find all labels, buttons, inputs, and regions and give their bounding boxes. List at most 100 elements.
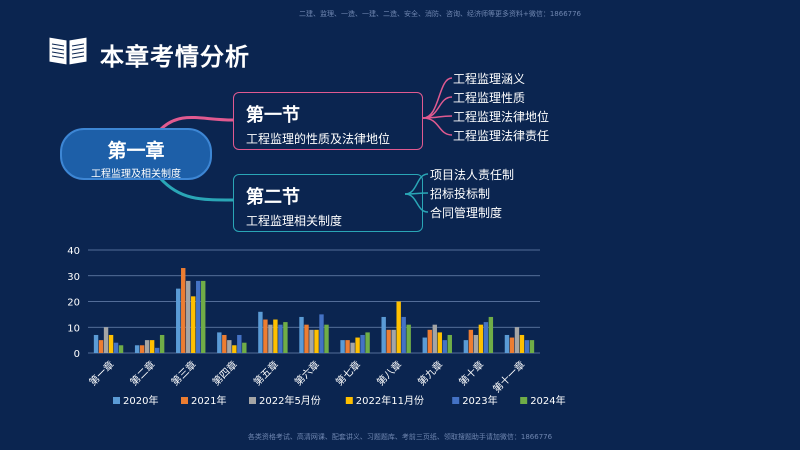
x-tick-label: 第六章	[292, 358, 322, 388]
bar	[427, 329, 432, 353]
bar	[468, 329, 474, 353]
x-tick-label: 第八章	[374, 358, 404, 388]
bar	[118, 345, 124, 353]
legend-swatch	[249, 397, 256, 404]
legend-swatch	[520, 397, 528, 404]
bar	[304, 324, 309, 353]
bar	[442, 340, 447, 353]
y-tick-label: 0	[74, 349, 80, 360]
y-tick-label: 40	[67, 246, 80, 257]
chapter-title: 第一章	[107, 140, 165, 162]
bar	[529, 340, 535, 353]
bar	[278, 324, 283, 353]
bar	[268, 324, 273, 353]
x-tick-label: 第九章	[415, 358, 445, 388]
x-tick-label: 第十章	[456, 358, 486, 388]
section-node-2: 第二节 工程监理相关制度	[233, 174, 423, 232]
chapter-node: 第一章 工程监理及相关制度	[60, 128, 212, 180]
leaf-item: 招标投标制	[430, 187, 491, 201]
bar	[273, 319, 278, 353]
bar	[237, 334, 242, 353]
bar	[227, 340, 232, 353]
bar	[186, 280, 191, 353]
y-tick-label: 20	[67, 298, 80, 309]
leaf-item: 项目法人责任制	[430, 168, 515, 182]
bar	[519, 334, 525, 353]
bar	[406, 324, 411, 353]
page-title: 本章考情分析	[100, 43, 250, 71]
bar	[144, 340, 150, 353]
bar	[422, 337, 427, 353]
bar	[242, 342, 247, 353]
legend-label: 2024年	[530, 394, 565, 407]
bar	[201, 280, 206, 353]
bar	[134, 345, 140, 353]
bar	[437, 332, 442, 353]
bar	[93, 334, 99, 353]
bar	[478, 324, 484, 353]
legend-label: 2021年	[191, 394, 226, 407]
watermark-top: 二建、监理、一造、一建、二造、安全、消防、咨询、经济师等更多资料+微信：1866…	[298, 10, 582, 18]
bar	[365, 332, 370, 353]
bar	[108, 334, 114, 353]
section-subtitle: 工程监理的性质及法律地位	[246, 132, 391, 146]
bar	[222, 334, 227, 353]
bar	[176, 288, 181, 353]
bar	[232, 345, 237, 353]
leaf-item: 工程监理法律责任	[453, 129, 550, 143]
x-tick-label: 第五章	[251, 358, 281, 388]
leaf-item: 工程监理性质	[453, 91, 526, 105]
bar	[196, 280, 201, 353]
leaf-item: 工程监理法律地位	[453, 110, 550, 124]
legend-swatch	[181, 397, 188, 404]
bar	[345, 340, 350, 353]
bar	[473, 334, 479, 353]
bar	[524, 340, 530, 353]
leaf-item: 合同管理制度	[430, 206, 503, 220]
legend-swatch	[452, 397, 460, 404]
bar	[191, 296, 196, 353]
legend-swatch	[345, 397, 353, 404]
bar	[283, 322, 288, 353]
leaf-item: 工程监理涵义	[453, 72, 526, 86]
legend-label: 2022年11月份	[356, 394, 424, 407]
bar	[319, 314, 324, 353]
y-tick-label: 30	[67, 272, 80, 283]
legend-label: 2020年	[123, 394, 158, 407]
bar	[488, 316, 494, 353]
section-title: 第一节	[246, 105, 300, 126]
legend-label: 2022年5月份	[259, 394, 321, 407]
chapter-subtitle: 工程监理及相关制度	[91, 169, 181, 180]
section-subtitle: 工程监理相关制度	[246, 214, 343, 228]
bar	[386, 329, 391, 353]
book-icon	[48, 36, 88, 66]
bar	[217, 332, 222, 353]
legend-label: 2023年	[462, 394, 497, 407]
x-tick-label: 第三章	[168, 358, 198, 388]
bar	[309, 329, 314, 353]
bar	[324, 324, 329, 353]
bar	[396, 301, 401, 353]
x-tick-label: 第十一章	[490, 358, 527, 395]
bar	[113, 342, 119, 353]
x-tick-label: 第二章	[127, 358, 157, 388]
bar	[258, 311, 263, 353]
bar	[432, 324, 437, 353]
bar	[154, 347, 160, 353]
bar	[340, 340, 345, 353]
bar	[181, 268, 186, 353]
bar	[263, 319, 268, 353]
watermark-bottom: 各类资格考试、高清网课、配套讲义、习题题库、考前三页纸、领取搜题助手请加微信：1…	[247, 433, 553, 441]
bar	[103, 327, 109, 353]
section-node-1: 第一节 工程监理的性质及法律地位	[233, 92, 423, 150]
bar	[360, 334, 365, 353]
bar	[149, 340, 155, 353]
bar	[355, 337, 360, 353]
x-tick-label: 第七章	[333, 358, 363, 388]
bar	[483, 322, 489, 353]
legend-swatch	[113, 397, 120, 404]
x-tick-label: 第一章	[86, 358, 116, 388]
x-tick-label: 第四章	[210, 358, 240, 388]
bar	[350, 342, 355, 353]
mindmap-connectors	[158, 77, 453, 213]
